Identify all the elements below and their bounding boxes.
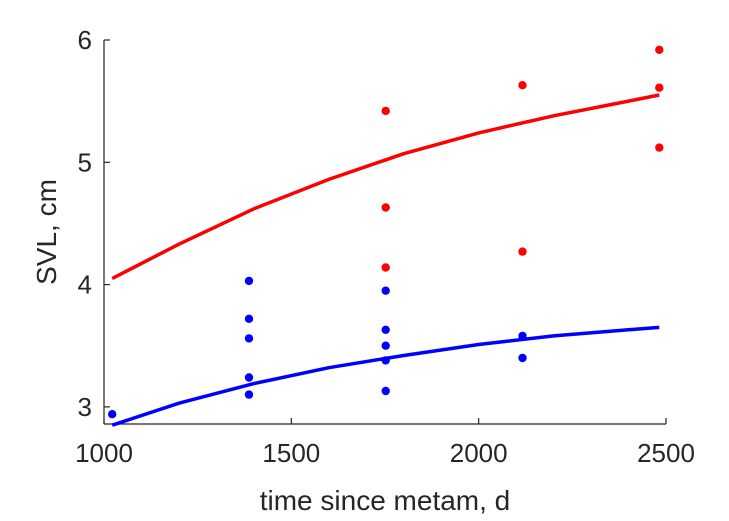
x-tick-label: 2500 [637,438,695,468]
fit-curves [111,93,660,427]
data-point [518,247,527,256]
data-point [655,83,664,92]
data-point [655,143,664,152]
data-point [518,331,527,341]
data-point [244,314,254,323]
x-tick-label: 1000 [75,438,133,468]
data-point [108,410,117,419]
fit-curve-1 [111,325,660,427]
data-point [381,341,390,350]
data-point [381,106,390,116]
data-point [381,356,390,365]
data-points [108,45,664,419]
x-tick-label: 1500 [262,438,320,468]
axes [103,40,666,425]
fit-curve-0 [111,93,660,281]
data-point [381,325,390,334]
y-tick-label: 6 [78,25,92,55]
data-point [518,353,527,363]
y-tick-label: 3 [78,392,92,422]
data-point [381,386,390,396]
x-axis-label: time since metam, d [260,485,511,516]
data-point [244,334,254,343]
data-point [381,286,390,295]
ticks: 1000 1500 2000 2500 3 4 5 6 [75,25,695,468]
data-point [381,263,390,272]
data-point [244,390,254,399]
data-point [655,45,664,54]
data-point [381,203,390,212]
y-tick-label: 4 [78,270,92,300]
data-point [244,276,254,286]
data-point [518,81,527,90]
data-point [244,373,254,382]
x-tick-label: 2000 [450,438,508,468]
y-tick-label: 5 [78,147,92,177]
y-axis-label: SVL, cm [31,179,62,285]
